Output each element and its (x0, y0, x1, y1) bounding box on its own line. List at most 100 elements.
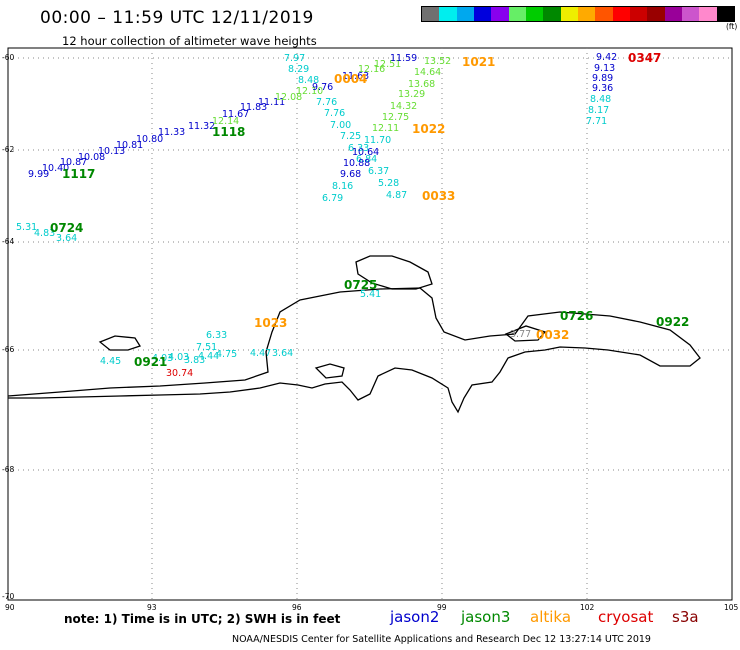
pass-time-label: 0347 (628, 51, 662, 65)
graticule (8, 48, 732, 600)
legend-jason2: jason2 (390, 608, 440, 626)
wave-height-label: 11.63 (342, 71, 370, 82)
wave-height-label: 12.14 (212, 116, 240, 127)
pass-time-label: 1022 (412, 122, 446, 136)
wave-height-label: 12.16 (358, 64, 386, 75)
wave-height-label: 10.80 (136, 134, 164, 145)
wave-height-label: 4.45 (100, 356, 122, 367)
wave-height-label: 11.33 (158, 127, 186, 138)
wave-height-label: 12.51 (374, 59, 402, 70)
wave-height-label: 8.16 (332, 181, 354, 192)
lon-label-96: 96 (292, 603, 302, 612)
wave-height-label: 13.68 (408, 79, 436, 90)
wave-height-label: 4.75 (216, 349, 238, 360)
wave-height-label: 10.13 (98, 146, 126, 157)
legend-swatch (508, 7, 526, 21)
wave-height-label: 14.64 (414, 67, 442, 78)
pass-time-label: 0032 (536, 328, 570, 342)
legend-unit: (ft) (726, 22, 738, 31)
wave-height-label: 11.83 (240, 102, 268, 113)
lat-label-66: -66 (2, 345, 15, 354)
lat-label-62: -62 (2, 145, 15, 154)
wave-height-label: 7.76 (316, 97, 338, 108)
legend-swatch (422, 7, 440, 21)
wave-height-label: 10.64 (352, 147, 380, 158)
wave-height-color-legend (421, 6, 735, 22)
footer-note: note: 1) Time is in UTC; 2) SWH is in fe… (64, 612, 341, 626)
wave-height-label: 10.88 (343, 158, 371, 169)
wave-height-label: 4.44 (198, 351, 220, 362)
wave-height-label: 12.75 (382, 112, 410, 123)
wave-height-label: 7.71 (586, 116, 608, 127)
legend-swatch (612, 7, 630, 21)
pass-time-label: 0724 (50, 221, 84, 235)
wave-height-label: 13.29 (398, 89, 426, 100)
legend-swatch (664, 7, 682, 21)
wave-height-label: 4.03 (168, 352, 190, 363)
legend-swatch (647, 7, 665, 21)
lat-label-68: -68 (2, 465, 15, 474)
lon-label-93: 93 (147, 603, 157, 612)
wave-height-label: 9.42 (596, 52, 618, 63)
wave-height-label: 3.64 (56, 233, 78, 244)
legend-swatch (491, 7, 509, 21)
wave-height-label: 10.87 (60, 157, 88, 168)
antarctic-coastline (7, 255, 701, 414)
lon-label-102: 102 (580, 603, 595, 612)
wave-height-label: 5.41 (360, 289, 382, 300)
wave-height-label: 5.28 (378, 178, 400, 189)
legend-altika: altika (530, 608, 572, 626)
lon-label-105: 105 (724, 603, 739, 612)
legend-swatch (577, 7, 596, 21)
wave-height-label: 6.79 (322, 193, 344, 204)
wave-height-label: 30.74 (166, 368, 194, 379)
wave-height-label: 8.29 (288, 64, 310, 75)
wave-height-label: 9.89 (592, 73, 614, 84)
pass-time-label: 1117 (62, 167, 96, 181)
lat-label-70: -70 (2, 592, 15, 601)
wave-height-label: 9.13 (594, 63, 616, 74)
wave-height-label: 11.11 (258, 97, 286, 108)
pass-time-label: 0033 (422, 189, 456, 203)
legend-swatch (456, 7, 474, 21)
legend-swatch (595, 7, 613, 21)
wave-height-label: 7.97 (284, 53, 306, 64)
chart-title: 00:00 – 11:59 UTC 12/11/2019 (40, 8, 314, 28)
pass-time-label: 1021 (462, 55, 496, 69)
wave-height-label: 11.32 (188, 121, 216, 132)
wave-height-label: 12.10 (296, 86, 324, 97)
legend-s3a: s3a (672, 608, 699, 626)
wave-height-label: 4.03 (152, 353, 174, 364)
legend-swatch (525, 7, 544, 21)
wave-height-label: 12.08 (275, 92, 303, 103)
wave-height-label: 4.47 (250, 348, 272, 359)
pass-time-label: 0921 (134, 355, 168, 369)
wave-height-label: 9.68 (340, 169, 362, 180)
pass-time-label: 1118 (212, 125, 246, 139)
legend-swatch (439, 7, 457, 21)
legend-swatch (681, 7, 700, 21)
wave-height-label: 9.36 (592, 83, 614, 94)
wave-height-label: 6.33 (206, 330, 228, 341)
wave-height-label: 6.84 (356, 154, 378, 165)
wave-height-label: 8.17 (588, 105, 610, 116)
wave-height-label: 8.48 (298, 75, 320, 86)
legend-swatch (543, 7, 561, 21)
wave-height-label: 8.48 (590, 94, 612, 105)
wave-height-label: 9.76 (312, 82, 334, 93)
wave-height-label: 13.52 (424, 56, 452, 67)
pass-time-label: 0004 (334, 72, 368, 86)
pass-time-label: 1023 (254, 316, 288, 330)
lon-label-99: 99 (437, 603, 447, 612)
wave-height-label: 10.81 (116, 140, 144, 151)
wave-height-label: 6.33 (348, 143, 370, 154)
footer-credit: NOAA/NESDIS Center for Satellite Applica… (232, 634, 651, 645)
wave-height-label: 11.59 (390, 53, 418, 64)
wave-height-label: 4.83 (34, 228, 56, 239)
legend-jason3: jason3 (461, 608, 511, 626)
wave-height-label: 7.76 (324, 108, 346, 119)
wave-height-label: 14.32 (390, 101, 418, 112)
wave-height-label: 3.77 (510, 329, 532, 340)
legend-swatch (629, 7, 648, 21)
wave-height-label: 10.40 (42, 163, 70, 174)
